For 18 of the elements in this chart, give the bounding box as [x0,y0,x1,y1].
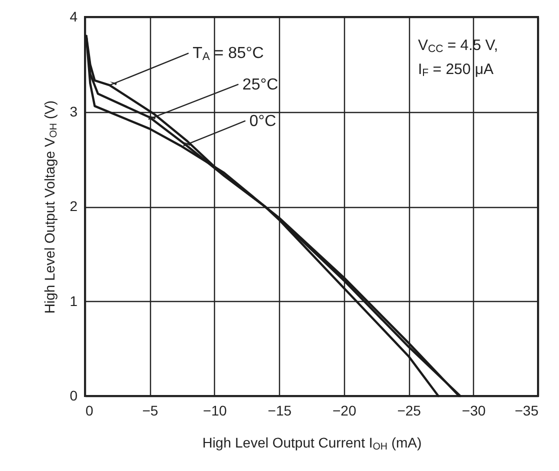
annotation: T$_{A}$ = 85°C [192,45,264,63]
x-tick-label: −5 [142,402,158,418]
y-tick-label: 4 [70,8,78,24]
x-tick-label: −10 [203,402,228,418]
x-tick-label: −25 [397,402,422,418]
x-tick-label: −20 [332,402,356,418]
y-tick-label: 1 [70,292,78,309]
x-tick-label: −30 [462,402,486,418]
annotation: 25°C [242,76,278,94]
annotation: I$_{F}$ = 250 μA [418,61,494,79]
y-tick-label: 0 [70,388,78,404]
x-tick-label: 0 [86,402,94,418]
x-axis-title: High Level Output Current I$_{OH}$ (mA) [202,434,422,452]
y-tick-label: 3 [70,103,78,120]
x-tick-label: −15 [268,402,292,418]
annotation: 0°C [249,112,276,130]
x-tick-label: −35 [514,402,539,418]
y-tick-label: 2 [70,198,78,214]
